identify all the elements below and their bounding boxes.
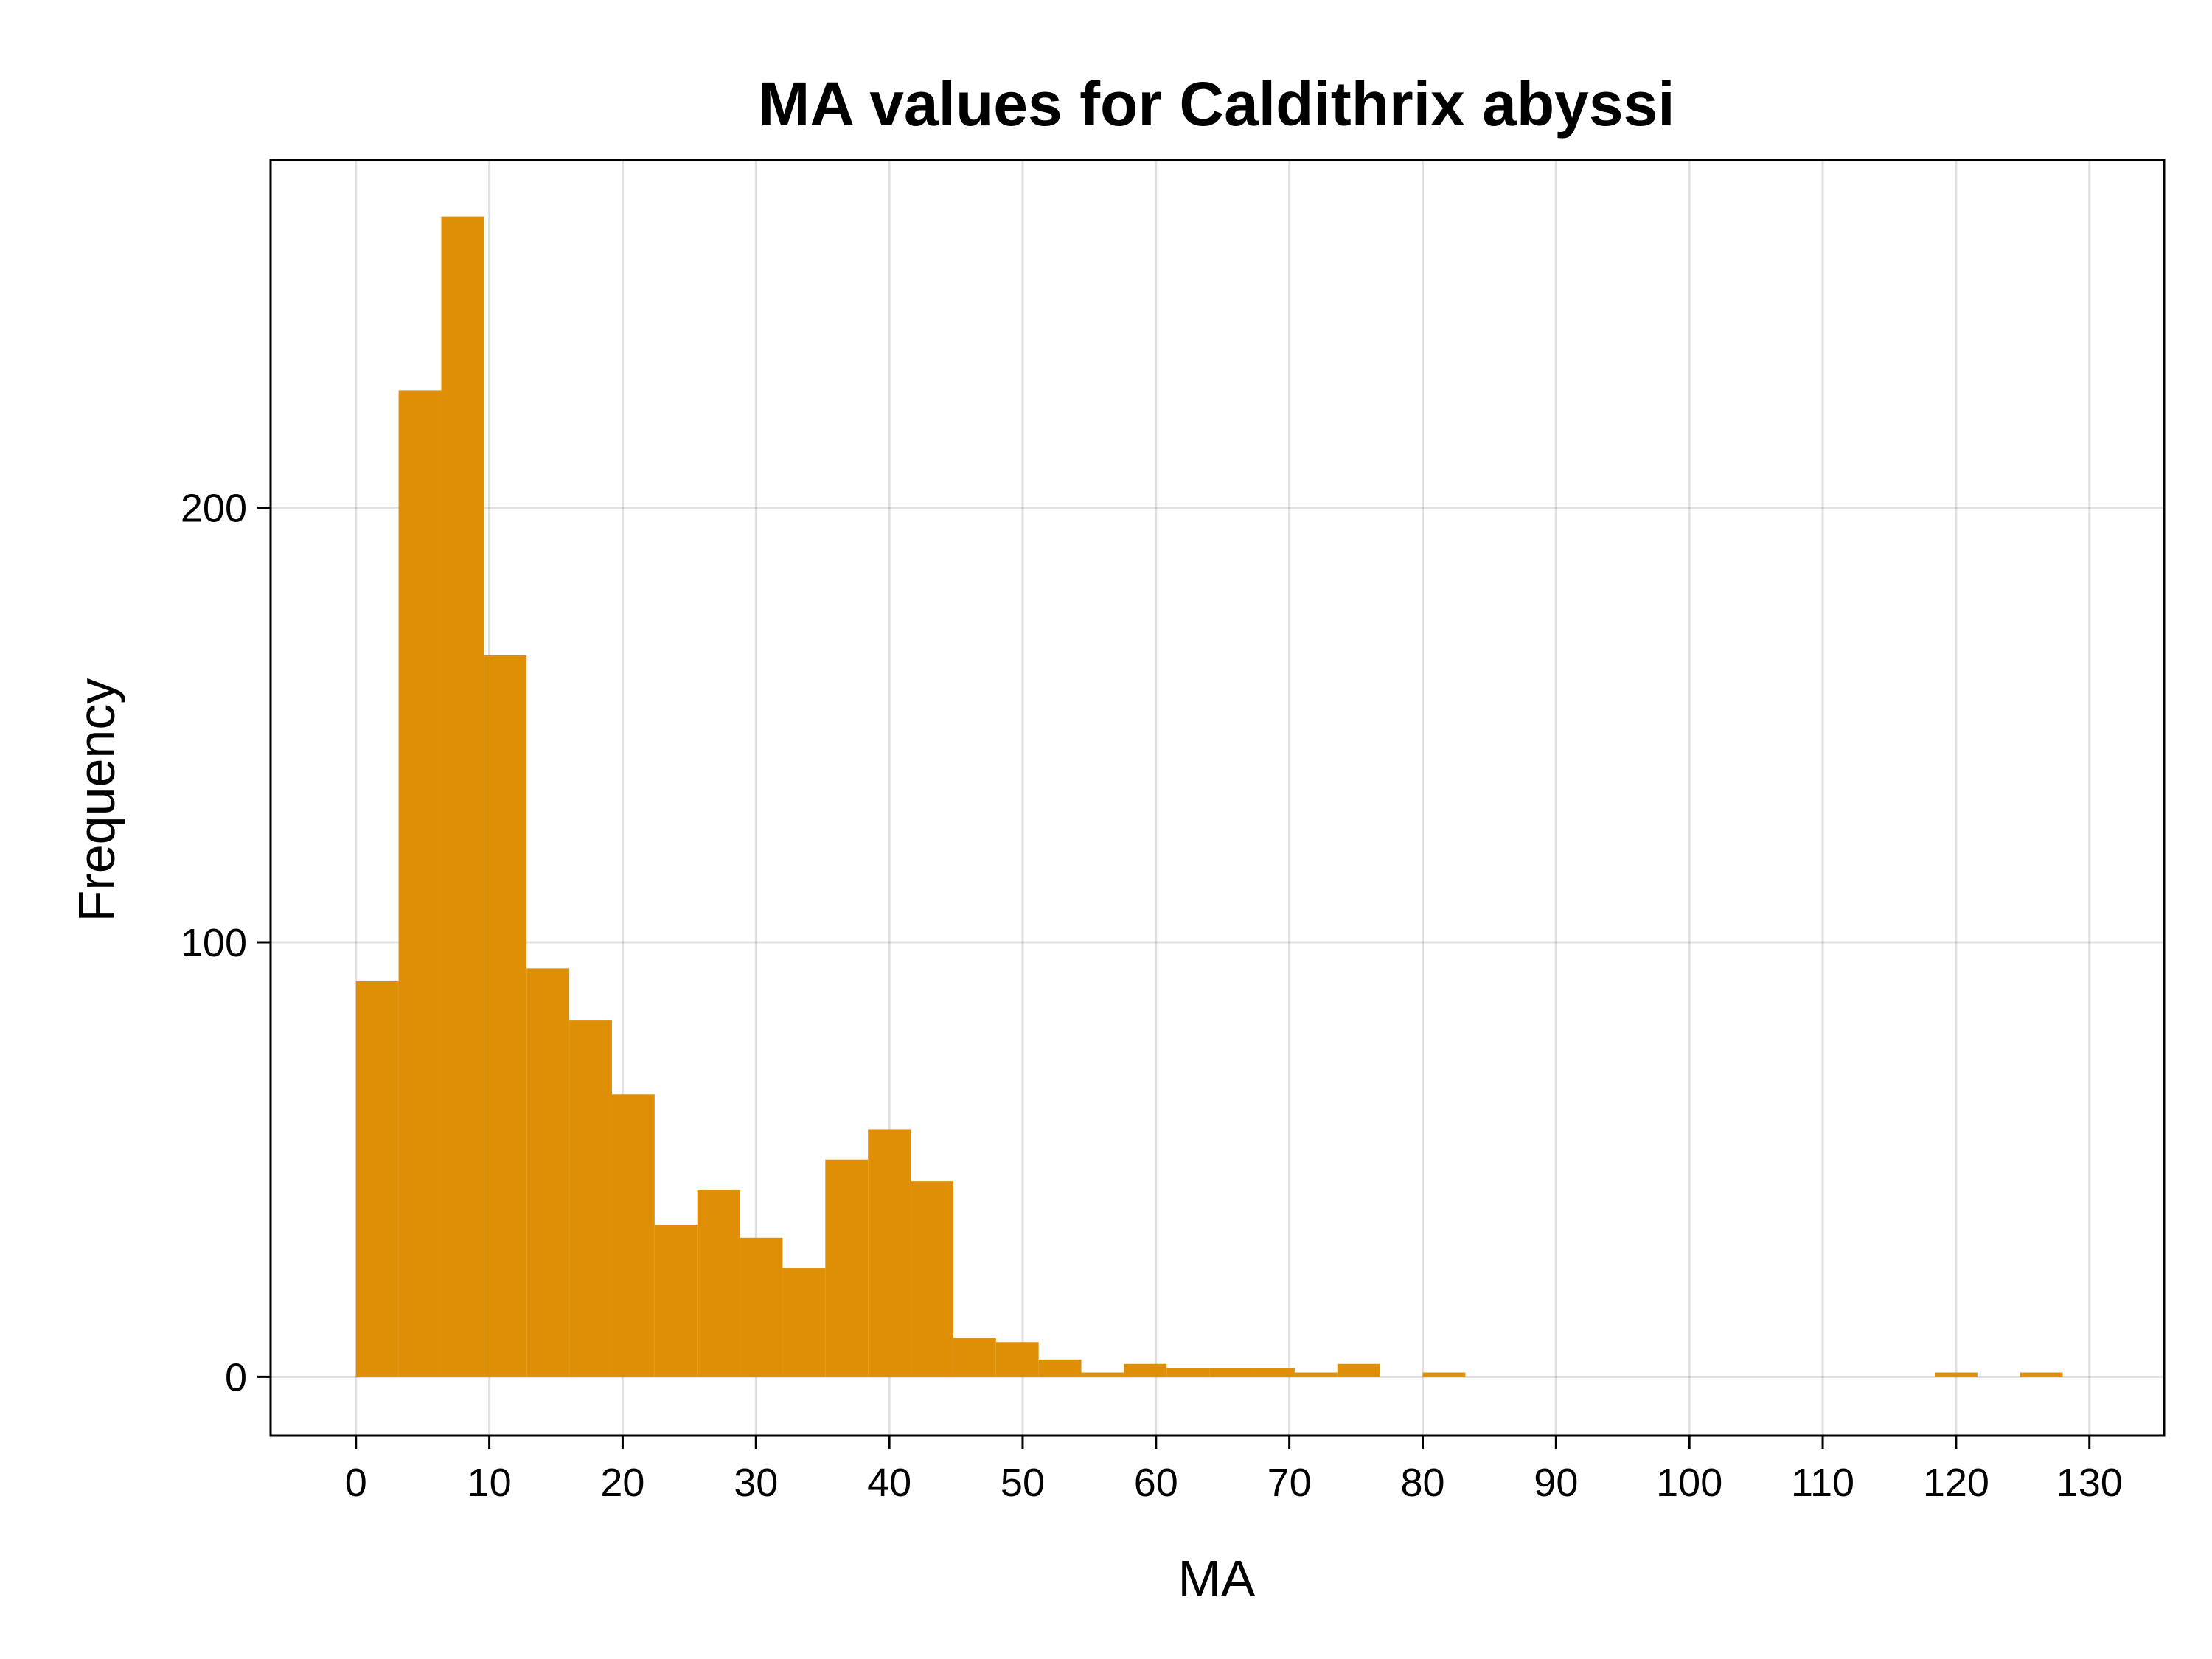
histogram-bar (1294, 1372, 1338, 1377)
histogram-bar (398, 390, 442, 1377)
histogram-bar (825, 1159, 869, 1377)
x-tick-label: 60 (1134, 1461, 1178, 1505)
x-tick-label: 10 (467, 1461, 512, 1505)
x-tick-label: 110 (1791, 1461, 1854, 1505)
histogram-bar (1934, 1372, 1978, 1377)
histogram-bar (2020, 1372, 2063, 1377)
histogram-bar (1081, 1372, 1124, 1377)
x-tick-label: 40 (867, 1461, 911, 1505)
y-axis-label: Frequency (68, 678, 125, 922)
x-tick-label: 120 (1923, 1461, 1989, 1505)
x-tick-label: 20 (600, 1461, 644, 1505)
x-axis-ticks: 0 10 20 30 40 50 60 70 80 90 100 110 120 130 (345, 1436, 2123, 1505)
histogram-bar (1038, 1359, 1082, 1377)
histogram-bar (526, 968, 570, 1377)
y-tick-label: 200 (181, 487, 247, 531)
histogram-bar (569, 1020, 612, 1377)
x-tick-label: 80 (1400, 1461, 1444, 1505)
x-tick-label: 30 (734, 1461, 778, 1505)
histogram-bar (441, 216, 484, 1377)
histogram-bar (1422, 1372, 1466, 1377)
plot-frame (269, 159, 2166, 1437)
histogram-bar (995, 1342, 1039, 1377)
x-tick-label: 90 (1534, 1461, 1578, 1505)
histogram-bar (1252, 1368, 1295, 1377)
histogram-bar (911, 1181, 953, 1377)
histogram-bar (654, 1225, 698, 1377)
y-tick-label: 0 (225, 1355, 247, 1399)
histogram-bar (868, 1129, 911, 1377)
histogram-bar (355, 981, 399, 1377)
histogram-bar (782, 1268, 826, 1377)
histogram-bar (697, 1189, 740, 1377)
histogram-bars (355, 216, 2063, 1377)
histogram-bar (740, 1237, 783, 1377)
x-tick-label: 100 (1656, 1461, 1722, 1505)
x-tick-label: 130 (2056, 1461, 2123, 1505)
histogram-bar (484, 655, 527, 1377)
histogram-bar (1209, 1368, 1253, 1377)
histogram-bar (611, 1094, 655, 1377)
histogram-bar (953, 1338, 996, 1377)
histogram-bar (1124, 1363, 1167, 1377)
x-tick-label: 50 (1001, 1461, 1045, 1505)
x-tick-label: 70 (1267, 1461, 1312, 1505)
y-tick-label: 100 (181, 921, 247, 965)
histogram-bar (1337, 1363, 1380, 1377)
x-axis-label: MA (1178, 1550, 1256, 1607)
histogram-bar (1166, 1368, 1210, 1377)
y-axis-ticks: 0 100 200 (181, 487, 271, 1399)
chart-title: MA values for Caldithrix abyssi (758, 69, 1674, 139)
grid-lines (271, 160, 2164, 1436)
x-tick-label: 0 (345, 1461, 367, 1505)
